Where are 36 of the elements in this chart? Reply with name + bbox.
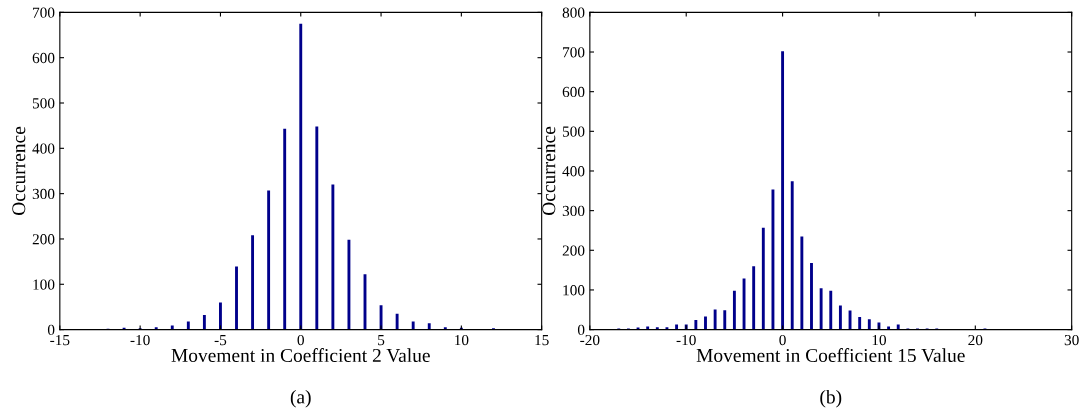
y-tick-label: 0	[577, 324, 585, 336]
y-tick-label: 800	[562, 7, 585, 18]
x-axis-title: Movement in Coefficient 15 Value	[696, 348, 965, 363]
y-axis-title: Occurrence	[12, 126, 26, 215]
y-tick-label: 700	[563, 47, 585, 58]
x-tick-label: 10	[872, 334, 886, 346]
x-tick-label: 15	[535, 334, 549, 346]
x-tick-label: 10	[455, 334, 469, 346]
x-tick-label: -10	[676, 334, 696, 346]
x-tick-label: 0	[297, 334, 304, 346]
x-tick-label: 5	[378, 335, 385, 346]
x-tick-label: -10	[130, 334, 150, 346]
y-tick-label: 400	[32, 143, 55, 154]
text: (b)	[820, 389, 842, 408]
text: (a)	[290, 389, 311, 408]
x-axis-title: Movement in Coefficient 2 Value	[171, 348, 430, 363]
y-tick-label: 0	[47, 324, 55, 336]
y-tick-label: 400	[562, 166, 585, 177]
y-tick-label: 500	[32, 98, 55, 109]
y-tick-label: 200	[562, 245, 585, 256]
y-tick-label: 600	[562, 86, 585, 98]
y-tick-label: 300	[32, 188, 55, 200]
x-tick-label: 20	[968, 334, 983, 346]
x-tick-label: 0	[779, 334, 786, 346]
x-tick-label: -15	[50, 334, 70, 346]
y-axis-title: Occurrence	[542, 126, 556, 215]
y-tick-label: 500	[562, 126, 585, 137]
y-tick-label: 100	[563, 285, 585, 296]
y-tick-label: 300	[562, 205, 585, 217]
y-tick-label: 100	[33, 279, 55, 290]
y-tick-label: 600	[32, 52, 55, 64]
x-tick-label: -20	[580, 334, 600, 346]
x-tick-label: -5	[214, 335, 227, 346]
y-tick-label: 700	[33, 7, 55, 18]
x-tick-label: 30	[1064, 334, 1079, 346]
y-tick-label: 200	[32, 234, 55, 245]
